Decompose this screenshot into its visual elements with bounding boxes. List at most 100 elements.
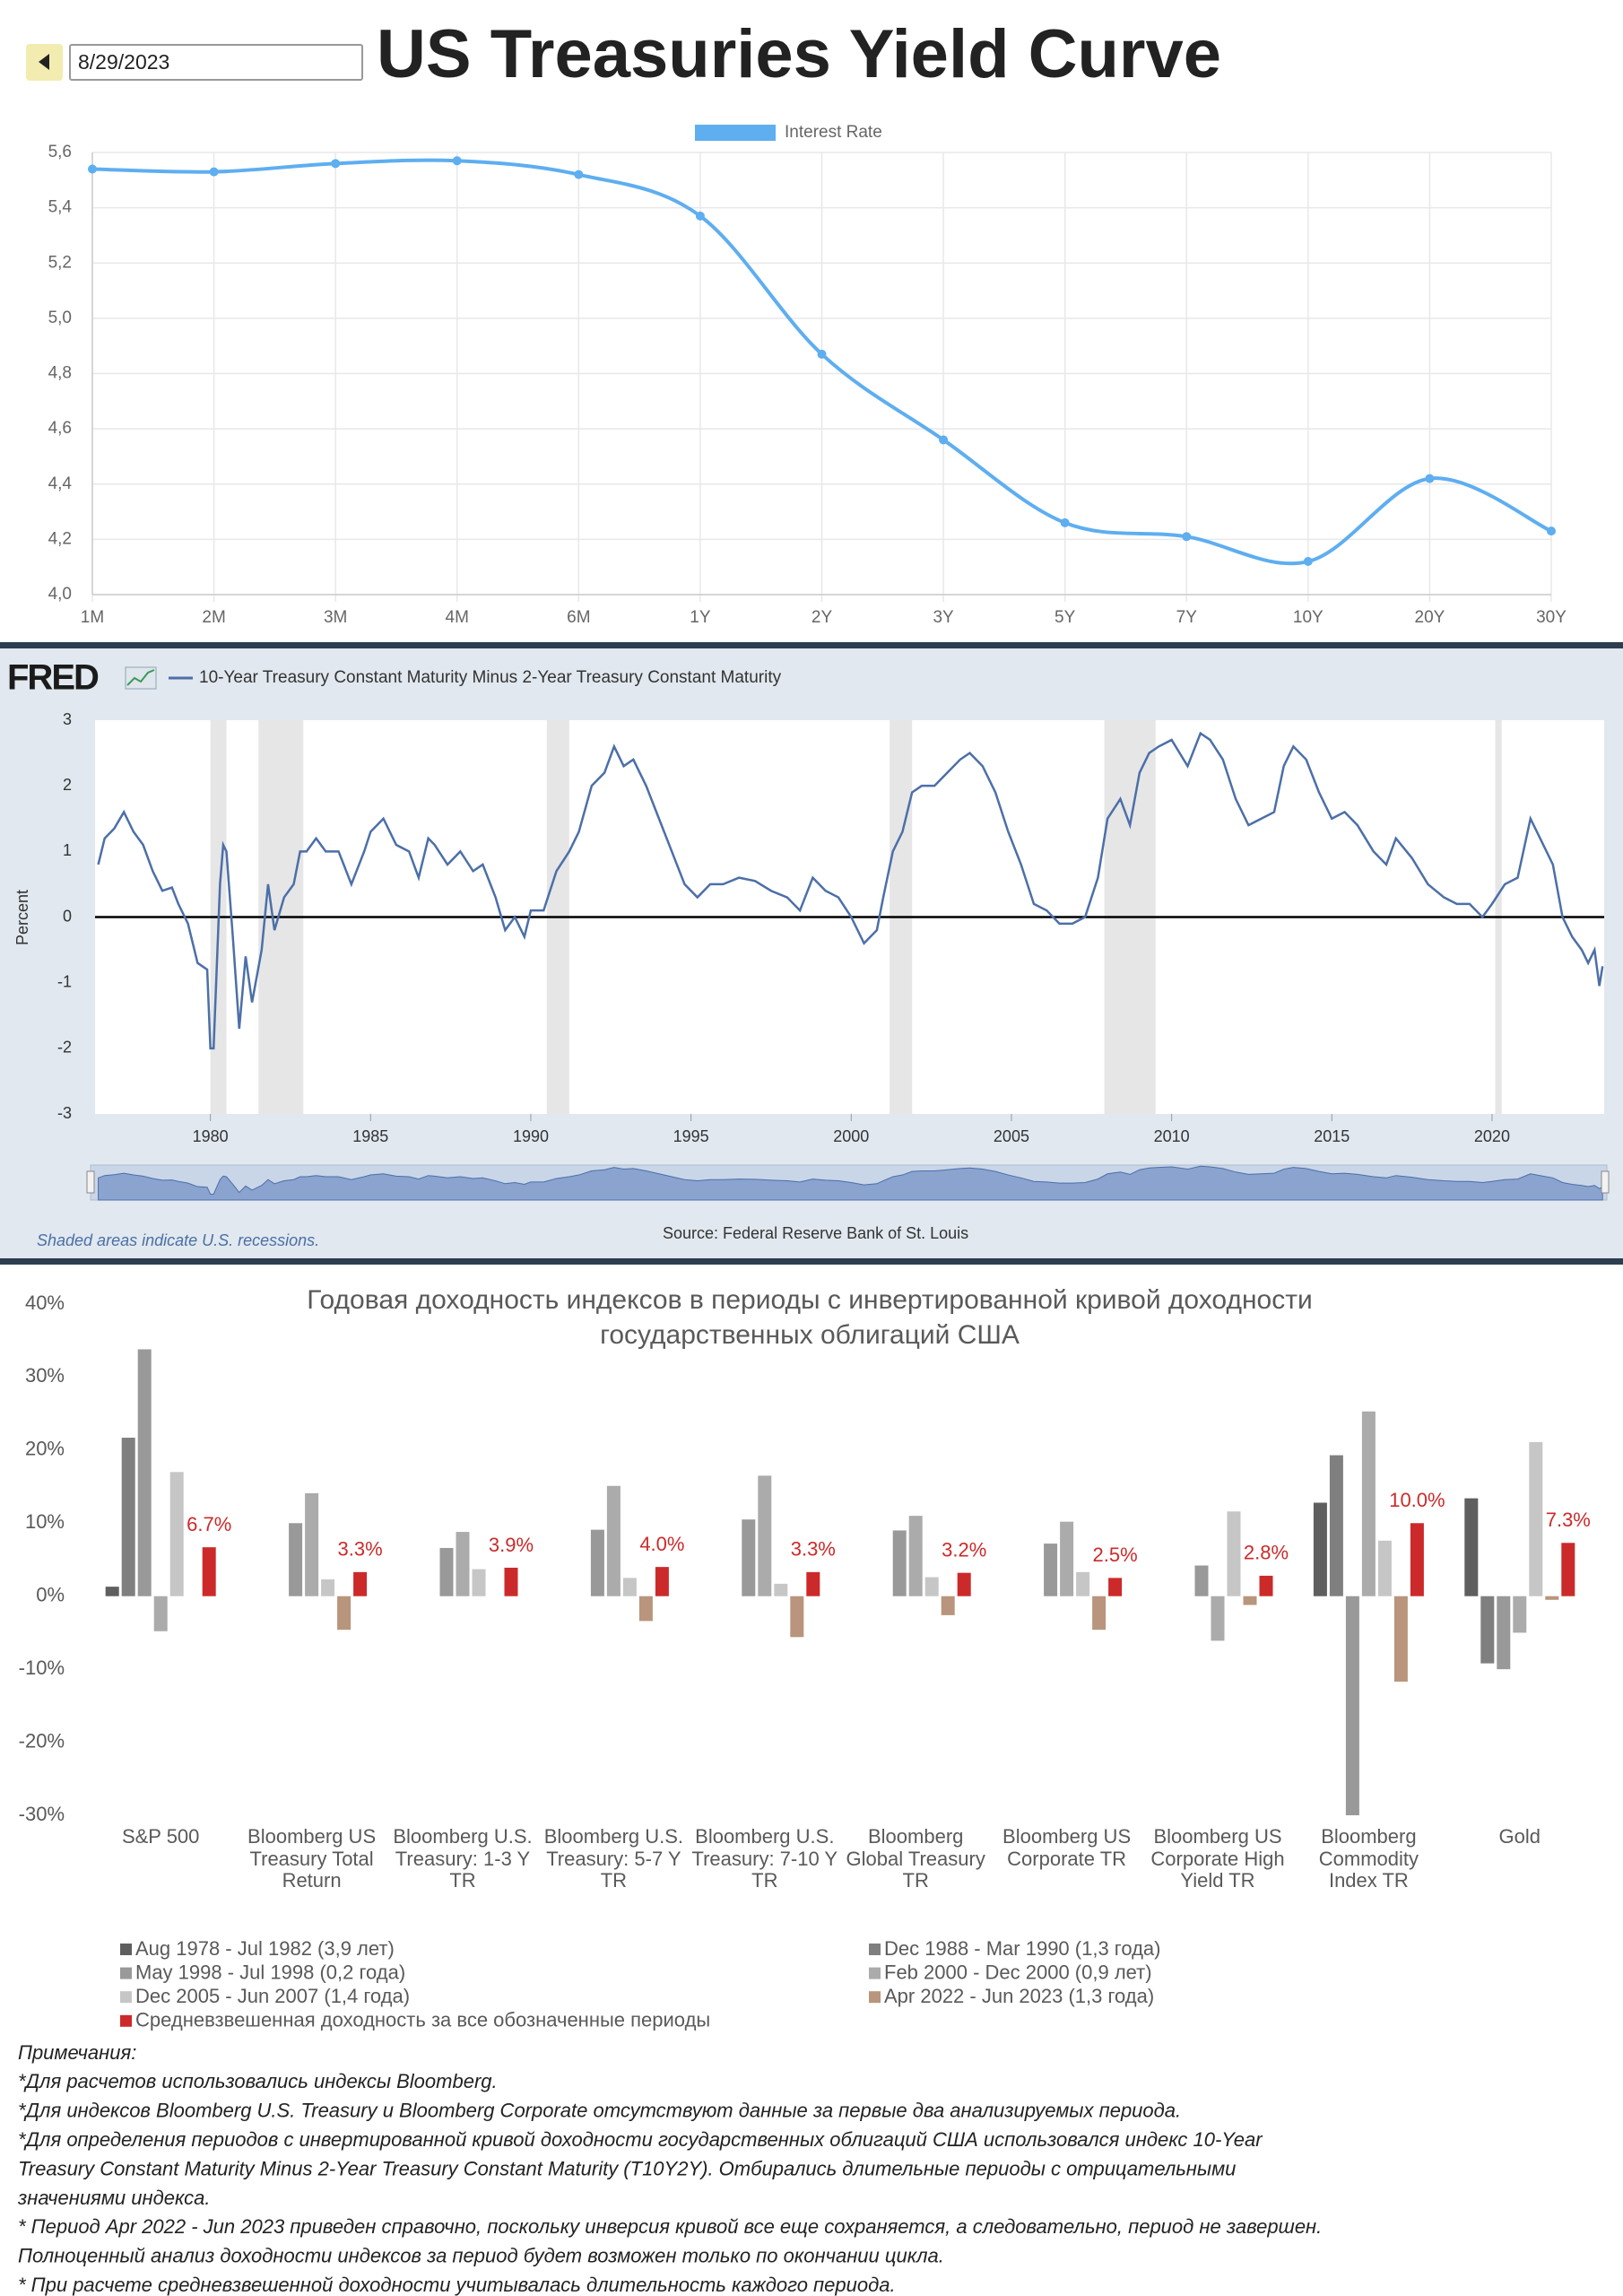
y-tick-label: 2 — [63, 776, 72, 794]
bar — [169, 1472, 184, 1596]
y-tick-label: 4,6 — [48, 419, 72, 438]
y-tick-label: 4,4 — [48, 474, 73, 493]
bar — [353, 1571, 368, 1596]
bar — [1044, 1544, 1058, 1596]
point — [1182, 532, 1192, 542]
bar — [1329, 1455, 1343, 1596]
bar — [105, 1587, 119, 1596]
value-label: 3.3% — [338, 1538, 383, 1561]
bar — [622, 1578, 637, 1596]
x-tick-label: 1Y — [690, 608, 711, 627]
x-tick-label: 10Y — [1293, 608, 1324, 627]
x-tick-label: 2M — [202, 608, 225, 627]
bar — [1227, 1511, 1241, 1596]
chart-title: Годовая доходность индексов в периоды с … — [307, 1285, 1312, 1315]
separator — [0, 642, 1623, 648]
point — [1547, 526, 1556, 536]
bar — [202, 1547, 216, 1596]
y-tick-label: 10% — [25, 1510, 65, 1533]
y-tick-label: 0% — [36, 1584, 65, 1606]
x-tick-label: 3M — [324, 608, 347, 627]
x-tick-label: 1990 — [513, 1127, 549, 1145]
legend-label: Feb 2000 - Dec 2000 (0,9 лет) — [884, 1961, 1152, 1983]
bar — [1211, 1596, 1225, 1641]
bar — [472, 1569, 486, 1596]
note-line: *Для определения периодов с инвертирован… — [18, 2128, 1263, 2151]
legend-label: Средневзвешенная доходность за все обозн… — [135, 2009, 710, 2031]
value-label: 2.8% — [1244, 1542, 1289, 1564]
legend-label: Interest Rate — [785, 123, 882, 142]
x-tick-label: Bloomberg US Corporate TR — [1002, 1825, 1132, 1870]
bar — [1529, 1441, 1543, 1596]
x-tick-label: 1985 — [352, 1127, 388, 1145]
navigator-handle — [1601, 1170, 1610, 1194]
x-tick-label: 1980 — [193, 1127, 229, 1145]
legend-swatch — [869, 1991, 881, 2004]
bar — [1108, 1578, 1123, 1596]
bar — [655, 1567, 669, 1596]
y-tick-label: 5,4 — [48, 198, 73, 217]
bar — [321, 1578, 335, 1596]
bar — [153, 1596, 168, 1631]
x-tick-label: Bloomberg Global Treasury TR — [846, 1825, 985, 1892]
x-tick-label: 2005 — [994, 1127, 1029, 1145]
bar — [137, 1349, 152, 1596]
x-tick-label: 2015 — [1314, 1127, 1350, 1145]
bar — [1545, 1596, 1559, 1600]
bar — [1393, 1596, 1408, 1682]
note-line: * При расчете средневзвешенной доходност… — [18, 2274, 896, 2296]
bar — [774, 1583, 788, 1596]
value-label: 10.0% — [1389, 1489, 1445, 1511]
y-tick-label: -1 — [57, 972, 72, 990]
y-tick-label: 5,0 — [48, 309, 72, 327]
bar — [1092, 1596, 1107, 1631]
value-label: 7.3% — [1546, 1509, 1591, 1531]
bar — [1410, 1523, 1424, 1596]
bar — [1361, 1411, 1376, 1596]
y-tick-label: 4,2 — [48, 529, 72, 548]
note-line: * Период Apr 2022 - Jun 2023 приведен сп… — [18, 2215, 1322, 2238]
x-tick-label: 20Y — [1415, 608, 1445, 627]
navigator-handle — [86, 1170, 95, 1194]
bar — [590, 1529, 604, 1596]
y-tick-label: 20% — [25, 1438, 65, 1460]
value-label: 6.7% — [187, 1513, 231, 1535]
legend-label: Aug 1978 - Jul 1982 (3,9 лет) — [135, 1937, 395, 1960]
line — [97, 731, 1604, 1050]
prev-arrow — [39, 54, 49, 70]
bar — [1259, 1575, 1273, 1596]
bar — [924, 1577, 939, 1596]
x-tick-label: Bloomberg U.S. Treasury: 1-3 Y TR — [393, 1825, 533, 1892]
value-label: 4.0% — [639, 1533, 684, 1555]
bar — [892, 1530, 907, 1596]
bar — [1480, 1596, 1495, 1664]
bar — [1464, 1498, 1479, 1596]
value-label: 2.5% — [1093, 1544, 1138, 1566]
point — [331, 159, 341, 169]
navigator-area — [98, 1165, 1603, 1201]
point — [452, 156, 462, 166]
bar — [1076, 1571, 1090, 1596]
bar — [758, 1475, 772, 1596]
bar — [908, 1516, 923, 1596]
note-line: *Для индексов Bloomberg U.S. Treasury и … — [18, 2100, 1181, 2122]
y-tick-label: 4,8 — [48, 364, 72, 383]
y-tick-label: 30% — [25, 1364, 65, 1387]
date-input[interactable]: 8/29/2023 — [69, 44, 363, 81]
bar — [638, 1596, 653, 1622]
y-tick-label: -20% — [19, 1729, 65, 1752]
point — [88, 164, 97, 174]
bar — [337, 1596, 352, 1631]
bar — [439, 1547, 454, 1596]
x-tick-label: 2010 — [1154, 1127, 1190, 1145]
bar — [305, 1492, 319, 1596]
x-tick-label: Bloomberg U.S. Treasury: 7-10 Y TR — [691, 1825, 838, 1892]
point — [1303, 557, 1313, 567]
logo: FRED — [7, 658, 99, 698]
x-tick-label: 2000 — [833, 1127, 869, 1145]
x-tick-label: Bloomberg U.S. Treasury: 5-7 Y TR — [543, 1825, 684, 1892]
bar — [1513, 1596, 1527, 1633]
y-tick-label: -3 — [57, 1104, 72, 1122]
x-tick-label: 3Y — [933, 608, 954, 627]
bar — [504, 1567, 518, 1596]
